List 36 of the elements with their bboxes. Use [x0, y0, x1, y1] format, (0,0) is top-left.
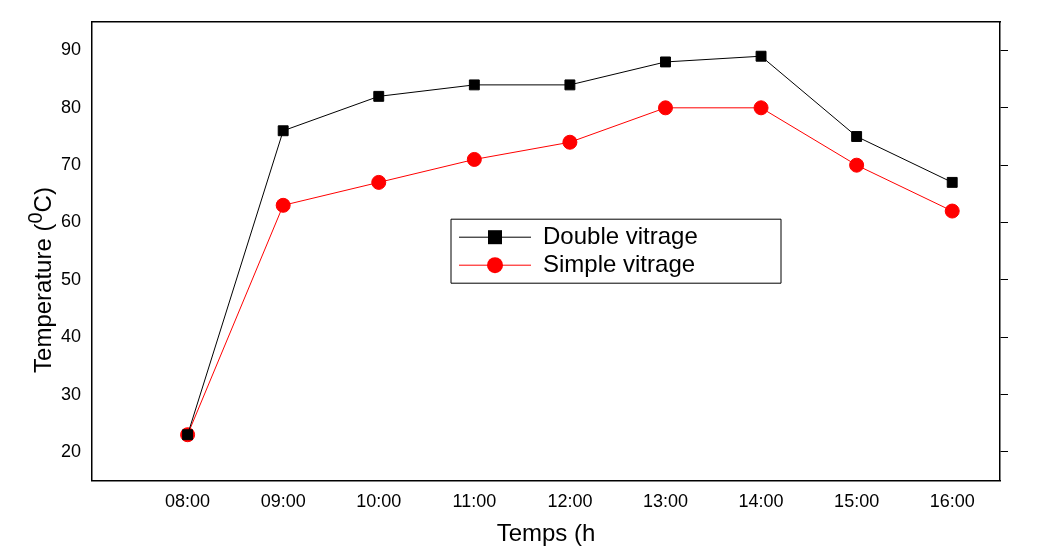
y-tick-label: 40	[60, 326, 82, 347]
x-tick-label: 11:00	[452, 491, 497, 512]
y-tick-label: 90	[60, 39, 82, 60]
point	[660, 56, 671, 68]
point	[657, 100, 673, 116]
x-tick-label: 14:00	[738, 491, 784, 512]
point	[277, 125, 289, 137]
y-tick-label: 70	[60, 154, 82, 175]
x-tick-label: 16:00	[929, 491, 975, 512]
point	[275, 197, 291, 213]
legend-label: Simple vitrage	[543, 249, 696, 277]
point	[466, 151, 482, 167]
point	[371, 174, 387, 190]
point	[851, 131, 863, 142]
y-tick-label: 50	[60, 268, 82, 289]
point	[944, 203, 960, 219]
x-tick-label: 10:00	[356, 491, 402, 512]
y-tick-label: 20	[60, 440, 82, 461]
point	[468, 79, 480, 91]
x-tick-label: 13:00	[642, 491, 689, 512]
x-tick-label: 09:00	[260, 491, 306, 512]
point	[755, 50, 767, 62]
x-axis-title: Temps (h	[496, 519, 596, 547]
x-tick-label: 12:00	[547, 491, 593, 512]
x-tick-label: 15:00	[834, 491, 880, 512]
legend-label: Double vitrage	[543, 221, 698, 249]
y-tick-label: 60	[60, 211, 82, 232]
x-tick-label: 08:00	[165, 491, 211, 512]
point	[753, 100, 769, 116]
point	[946, 176, 958, 188]
point	[373, 90, 385, 102]
point	[564, 79, 576, 91]
y-tick-label: 80	[60, 96, 82, 117]
point	[849, 157, 865, 173]
y-tick-label: 30	[60, 383, 82, 404]
point	[562, 134, 578, 150]
